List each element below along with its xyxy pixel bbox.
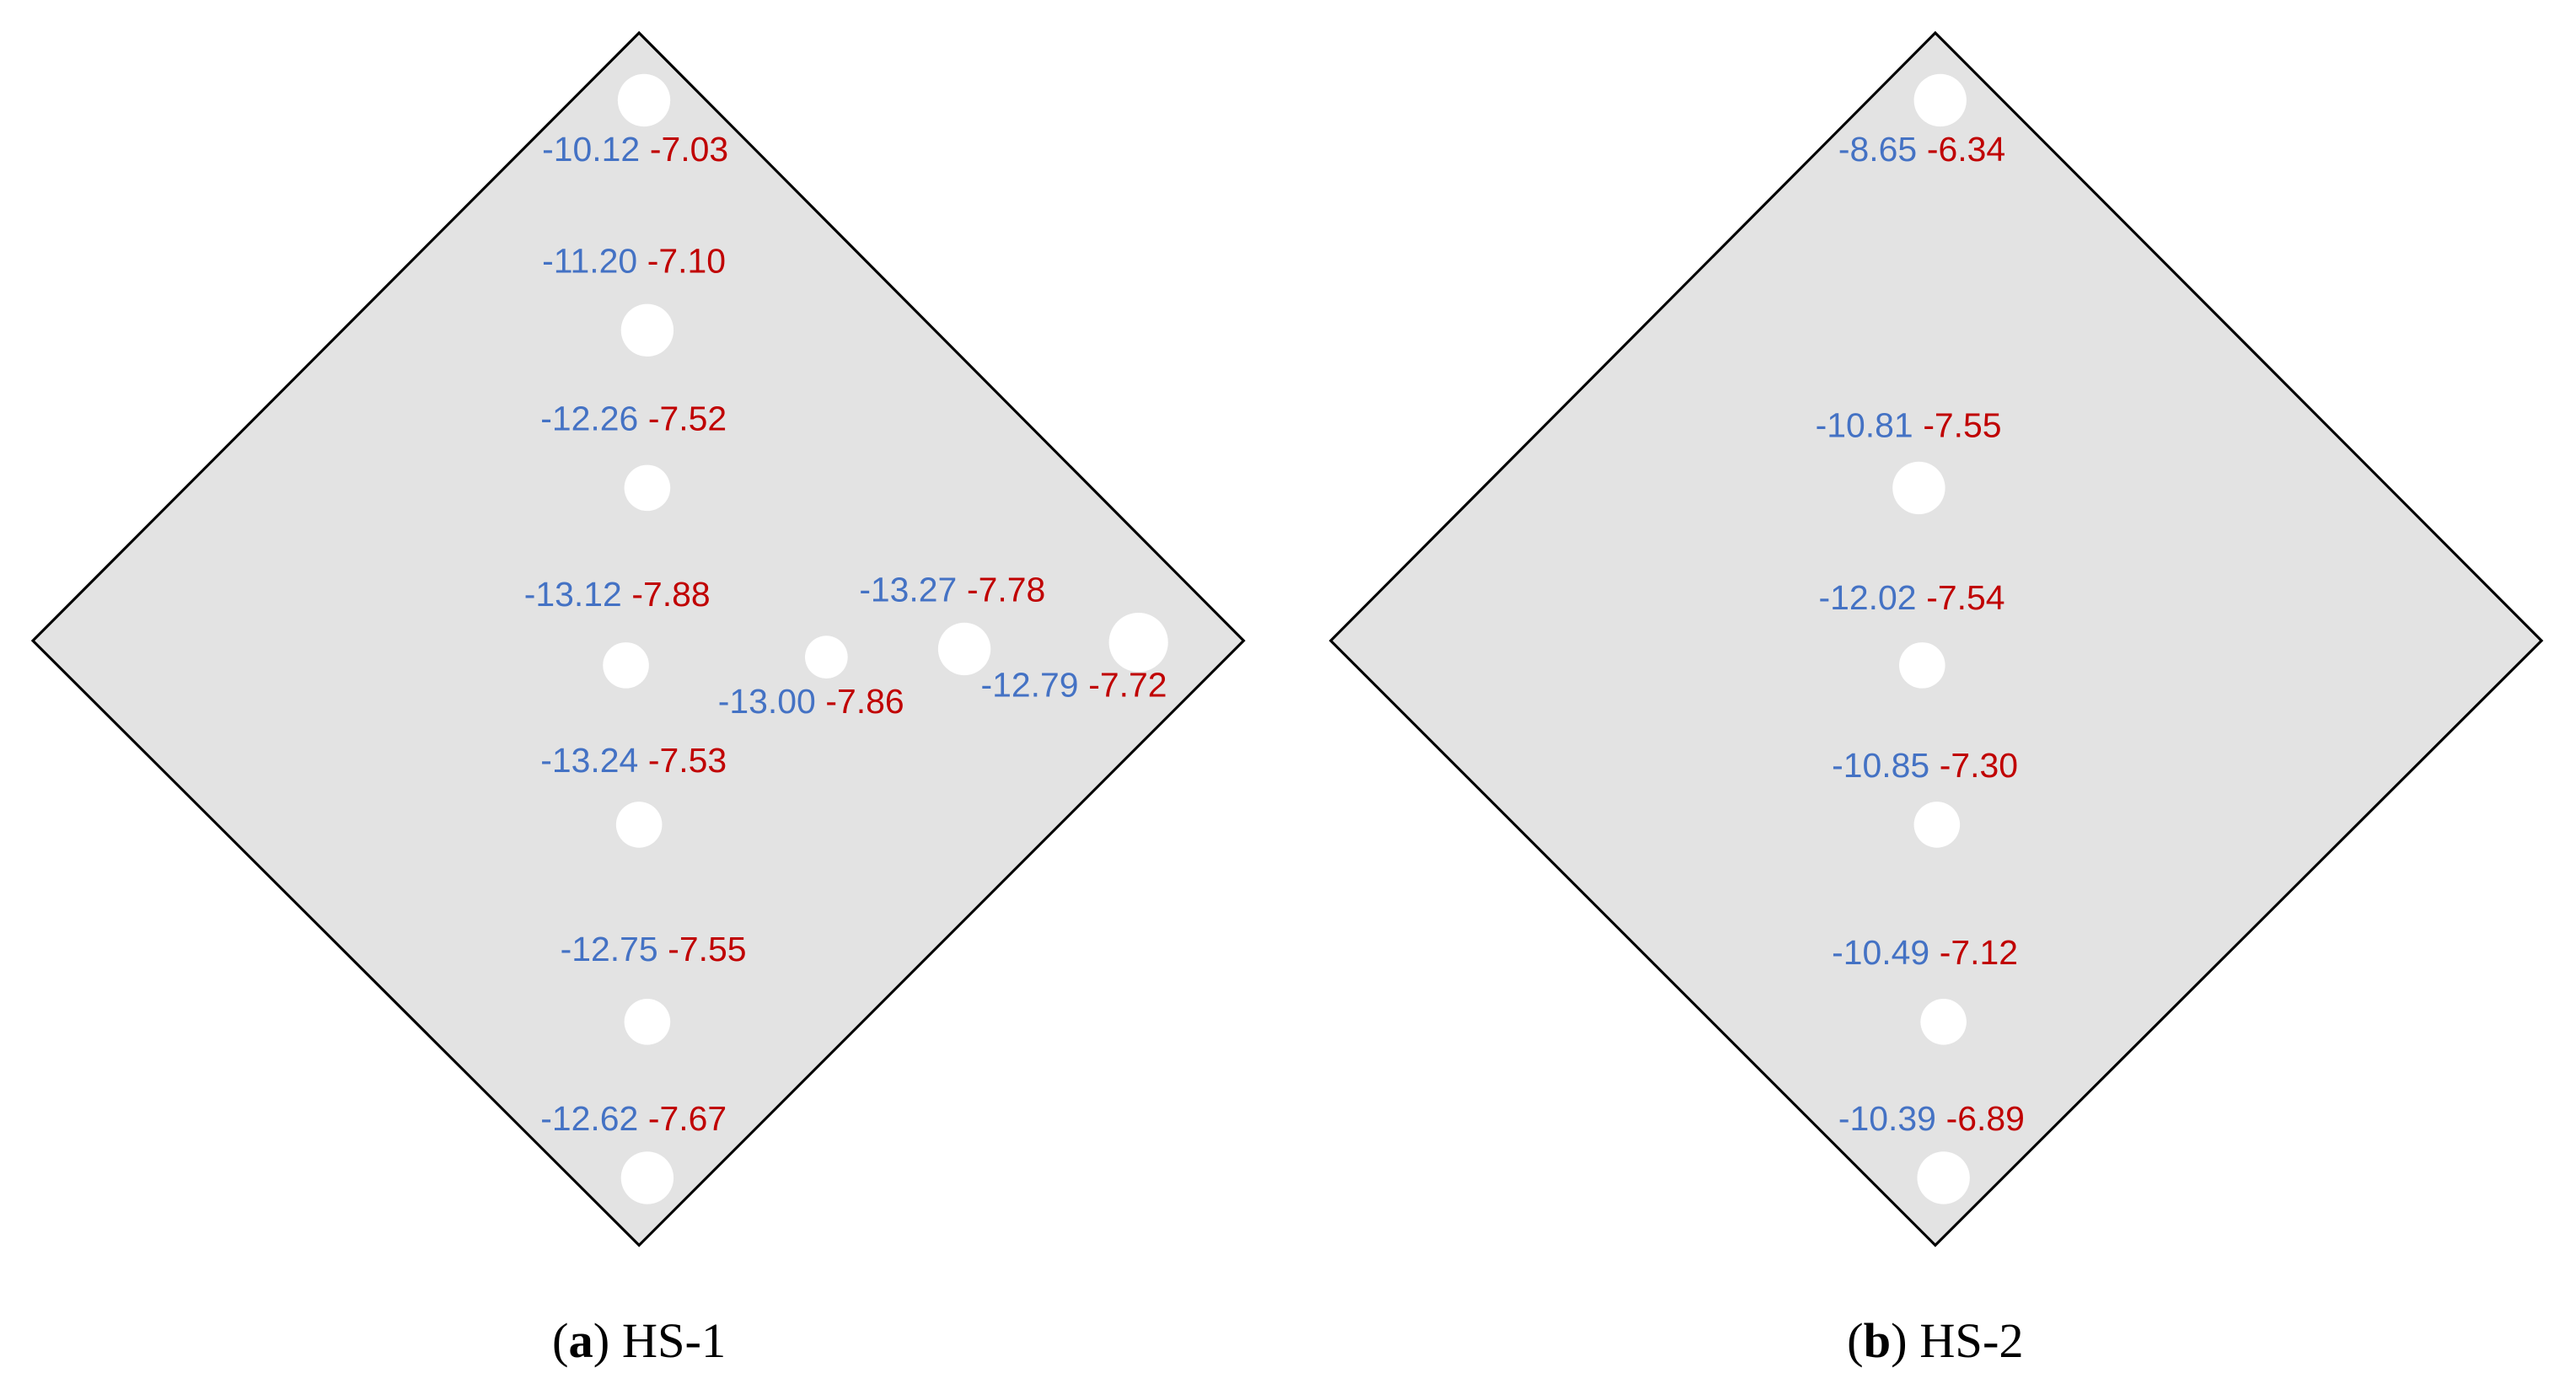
hole: [624, 999, 671, 1045]
caption: (a) HS-1: [552, 1313, 726, 1368]
blue-value: -13.27: [859, 570, 957, 609]
red-value: -7.72: [1088, 665, 1167, 704]
red-value: -6.89: [1946, 1099, 2025, 1138]
point-label: -8.65 -6.34: [1838, 130, 2005, 169]
hole: [1892, 461, 1945, 515]
hole: [624, 464, 671, 512]
point-label: -13.27 -7.78: [859, 570, 1045, 609]
caption-paren: ): [1891, 1313, 1919, 1368]
red-value: -7.12: [1940, 933, 2018, 972]
red-value: -7.88: [631, 575, 710, 614]
point-label: -10.49 -7.12: [1832, 933, 2018, 972]
point-label: -13.24 -7.53: [540, 741, 727, 780]
red-value: -7.03: [650, 130, 728, 169]
point-label: -10.85 -7.30: [1832, 746, 2018, 785]
hole: [1913, 73, 1967, 127]
caption-paren: ): [593, 1313, 622, 1368]
blue-value: -10.85: [1832, 746, 1929, 785]
blue-value: -12.62: [540, 1099, 638, 1138]
point-label: -12.75 -7.55: [561, 930, 747, 968]
blue-value: -12.02: [1819, 578, 1917, 617]
red-value: -7.30: [1940, 746, 2018, 785]
point-label: -10.81 -7.55: [1816, 405, 2002, 444]
blue-value: -11.20: [542, 242, 637, 281]
hole: [1108, 613, 1168, 673]
red-value: -7.53: [648, 741, 727, 780]
point-label: -11.20 -7.10: [542, 242, 726, 281]
red-value: -7.55: [668, 930, 746, 968]
red-value: -7.10: [647, 242, 726, 281]
red-value: -7.86: [825, 682, 904, 721]
blue-value: -13.12: [524, 575, 622, 614]
blue-value: -13.24: [540, 741, 638, 780]
hole: [1917, 1151, 1970, 1204]
red-value: -7.55: [1923, 405, 2001, 444]
caption-letter: b: [1864, 1313, 1892, 1368]
blue-value: -12.79: [981, 665, 1079, 704]
point-label: -13.00 -7.86: [718, 682, 904, 721]
hole: [1913, 802, 1961, 848]
caption-letter: a: [569, 1313, 593, 1368]
hole: [805, 636, 848, 679]
blue-value: -10.49: [1832, 933, 1929, 972]
hole: [1899, 642, 1945, 689]
point-label: -10.12 -7.03: [542, 130, 728, 169]
blue-value: -12.26: [540, 400, 638, 438]
specimen-b: [1328, 30, 2544, 1247]
point-label: -13.12 -7.88: [524, 575, 711, 614]
caption: (b) HS-2: [1847, 1313, 2024, 1368]
hole: [603, 642, 649, 689]
point-label: -12.02 -7.54: [1819, 578, 2005, 617]
hole: [615, 802, 663, 848]
hole: [617, 73, 671, 127]
hole: [620, 303, 674, 357]
caption-text: HS-2: [1919, 1313, 2023, 1368]
red-value: -7.54: [1926, 578, 2004, 617]
red-value: -7.52: [648, 400, 727, 438]
hole: [1920, 999, 1967, 1045]
red-value: -7.67: [648, 1099, 727, 1138]
caption-paren: (: [552, 1313, 568, 1368]
blue-value: -12.75: [561, 930, 658, 968]
caption-text: HS-1: [622, 1313, 726, 1368]
blue-value: -8.65: [1838, 130, 1917, 169]
red-value: -6.34: [1927, 130, 2005, 169]
caption-paren: (: [1847, 1313, 1863, 1368]
hole: [937, 622, 991, 676]
point-label: -12.62 -7.67: [540, 1099, 727, 1138]
blue-value: -10.81: [1816, 405, 1913, 444]
blue-value: -13.00: [718, 682, 816, 721]
point-label: -10.39 -6.89: [1838, 1099, 2025, 1138]
specimen-a: [30, 30, 1246, 1247]
red-value: -7.78: [967, 570, 1045, 609]
blue-value: -10.12: [542, 130, 640, 169]
blue-value: -10.39: [1838, 1099, 1936, 1138]
point-label: -12.79 -7.72: [981, 665, 1167, 704]
hole: [620, 1151, 674, 1204]
point-label: -12.26 -7.52: [540, 400, 727, 438]
